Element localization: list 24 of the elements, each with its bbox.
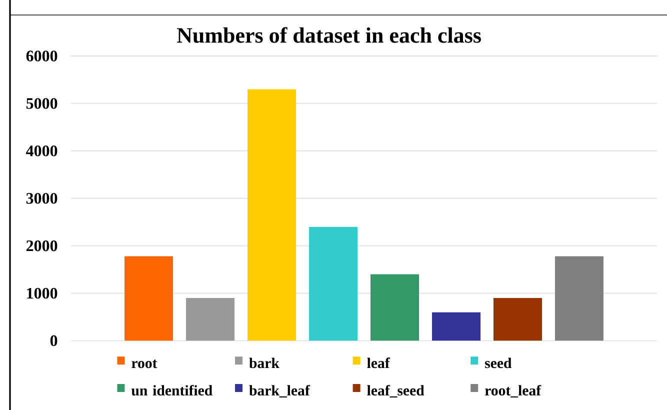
legend-label: leaf xyxy=(367,358,390,368)
chart-title: Numbers of dataset in each class xyxy=(176,27,481,43)
y-tick-label: 6000 xyxy=(26,50,58,62)
bar xyxy=(124,256,173,341)
y-tick-label: 4000 xyxy=(26,146,58,156)
legend-label: bark_leaf xyxy=(249,384,310,398)
legend-label: root_leaf xyxy=(484,384,542,398)
bar xyxy=(432,312,481,341)
legend-label: root xyxy=(132,360,158,368)
y-tick-label: 0 xyxy=(50,335,58,346)
bar xyxy=(186,298,234,341)
y-tick-label: 2000 xyxy=(26,240,58,252)
y-tick-label: 1000 xyxy=(27,288,58,299)
legend-label: seed xyxy=(485,358,512,368)
bar xyxy=(309,226,358,341)
bar xyxy=(248,89,296,341)
legend-label: leaf_seed xyxy=(367,384,424,398)
bar xyxy=(370,274,419,341)
y-tick-label: 5000 xyxy=(26,98,58,109)
legend-label: un identified xyxy=(131,384,212,396)
legend-label: bark xyxy=(249,358,280,368)
bar xyxy=(494,298,542,341)
y-tick-label: 3000 xyxy=(26,192,58,204)
bar xyxy=(555,256,604,341)
